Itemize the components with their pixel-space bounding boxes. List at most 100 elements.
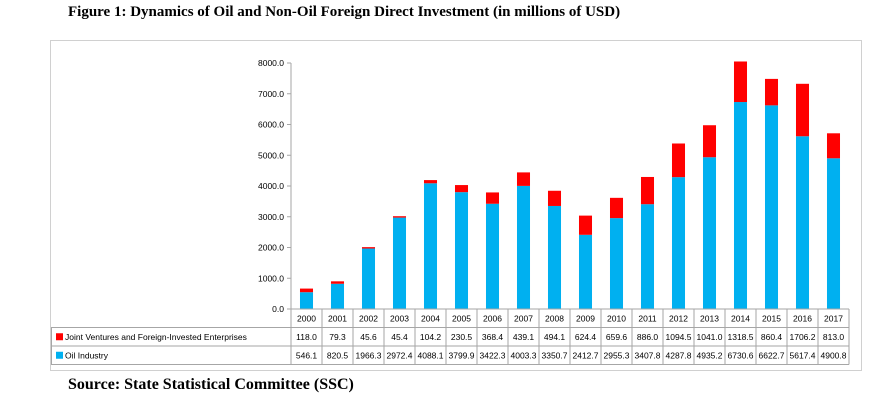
data-label: 3350.7 [542,350,568,360]
x-tick-label: 2017 [824,313,843,323]
bar-joint-ventures [826,133,841,159]
data-label: 3799.9 [449,350,475,360]
data-label: 4003.3 [511,350,537,360]
x-tick-label: 2004 [421,313,440,323]
bar-oil-industry [578,234,593,309]
bar-joint-ventures [361,247,376,249]
data-label: 6622.7 [759,350,785,360]
data-label: 4935.2 [697,350,723,360]
x-tick-label: 2013 [700,313,719,323]
legend-key [56,351,63,359]
data-label: 230.5 [451,332,473,342]
y-tick-label: 0.0 [272,304,284,314]
bar-oil-industry [795,136,810,309]
bar-oil-industry [640,204,655,309]
bar-joint-ventures [733,61,748,103]
bar-oil-industry [454,192,469,309]
data-label: 4287.8 [666,350,692,360]
data-label: 1706.2 [790,332,816,342]
y-tick-label: 2000.0 [258,243,284,253]
y-tick-label: 8000.0 [258,58,284,68]
bar-joint-ventures [454,185,469,193]
bar-oil-industry [330,283,345,309]
data-label: 4088.1 [418,350,444,360]
x-tick-label: 2010 [607,313,626,323]
bar-joint-ventures [392,216,407,218]
bar-oil-industry [361,248,376,309]
bar-joint-ventures [547,190,562,206]
bar-oil-industry [702,157,717,309]
bar-joint-ventures [795,83,810,137]
data-label: 494.1 [544,332,566,342]
y-tick-label: 7000.0 [258,89,284,99]
data-label: 659.6 [606,332,628,342]
bar-oil-industry [485,203,500,309]
y-tick-label: 3000.0 [258,212,284,222]
bar-oil-industry [671,177,686,309]
x-tick-label: 2014 [731,313,750,323]
legend-label: Joint Ventures and Foreign-Invested Ente… [65,332,247,342]
x-tick-label: 2015 [762,313,781,323]
bar-oil-industry [609,218,624,309]
x-tick-label: 2009 [576,313,595,323]
legend-label: Oil Industry [65,350,109,360]
x-tick-label: 2005 [452,313,471,323]
bar-oil-industry [733,102,748,309]
data-label: 3422.3 [480,350,506,360]
figure-title: Figure 1: Dynamics of Oil and Non-Oil Fo… [68,4,621,20]
bar-oil-industry [299,292,314,309]
x-tick-label: 2012 [669,313,688,323]
bar-joint-ventures [609,197,624,219]
x-tick-label: 2003 [390,313,409,323]
data-label: 2955.3 [604,350,630,360]
data-label: 368.4 [482,332,504,342]
y-tick-label: 1000.0 [258,273,284,283]
data-label: 546.1 [296,350,318,360]
source-note: Source: State Statistical Committee (SSC… [68,376,354,393]
data-label: 104.2 [420,332,442,342]
bar-oil-industry [547,205,562,309]
bar-joint-ventures [764,78,779,106]
x-tick-label: 2000 [297,313,316,323]
data-label: 1966.3 [356,350,382,360]
data-label: 820.5 [327,350,349,360]
bar-oil-industry [423,183,438,309]
y-tick-label: 4000.0 [258,181,284,191]
data-label: 45.4 [391,332,408,342]
bar-joint-ventures [671,143,686,178]
data-label: 6730.6 [728,350,754,360]
x-tick-label: 2011 [638,313,657,323]
data-label: 860.4 [761,332,783,342]
data-label: 3407.8 [635,350,661,360]
x-tick-label: 2016 [793,313,812,323]
x-tick-label: 2007 [514,313,533,323]
data-label: 79.3 [329,332,346,342]
bar-oil-industry [764,105,779,309]
bar-joint-ventures [702,125,717,158]
data-label: 2972.4 [387,350,413,360]
data-label: 45.6 [360,332,377,342]
bar-joint-ventures [330,281,345,284]
chart-area: 0.0 1000.0 2000.0 3000.0 4000.0 5000.0 6000.0 7… [50,40,862,371]
data-label: 813.0 [823,332,845,342]
data-label: 439.1 [513,332,535,342]
data-label: 2412.7 [573,350,599,360]
bar-joint-ventures [299,288,314,293]
data-label: 1318.5 [728,332,754,342]
bar-joint-ventures [578,215,593,235]
bar-joint-ventures [485,192,500,204]
bar-joint-ventures [423,180,438,184]
data-label: 1041.0 [697,332,723,342]
data-label: 118.0 [296,332,317,342]
data-label: 4900.8 [821,350,847,360]
bar-oil-industry [826,158,841,309]
y-tick-label: 5000.0 [258,150,284,160]
data-label: 5617.4 [790,350,816,360]
y-tick-label: 6000.0 [258,120,284,130]
x-tick-label: 2008 [545,313,564,323]
stacked-bar-chart: 0.0 1000.0 2000.0 3000.0 4000.0 5000.0 6000.0 7… [51,58,850,365]
bar-oil-industry [392,217,407,309]
x-tick-label: 2006 [483,313,502,323]
bar-joint-ventures [516,172,531,186]
bar-joint-ventures [640,176,655,205]
